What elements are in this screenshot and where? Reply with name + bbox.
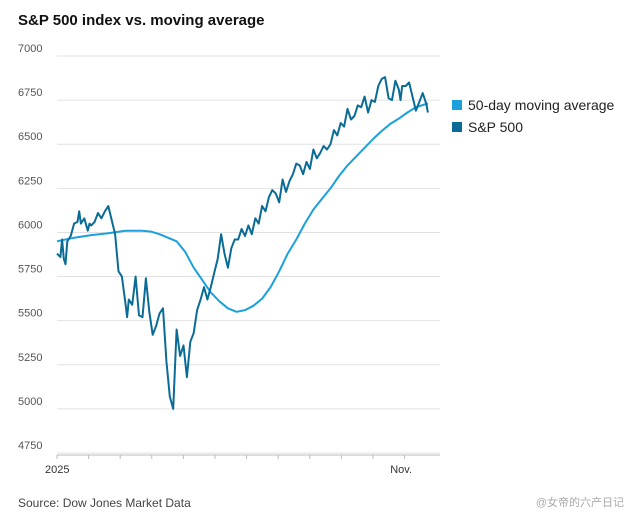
y-tick-label: 6000 [18,219,42,231]
x-axis: 2025 Nov. [45,454,440,476]
source-note: Source: Dow Jones Market Data [18,496,191,510]
y-tick-label: 5000 [18,396,42,408]
x-tick-label: 2025 [45,464,69,476]
gridlines [57,55,440,454]
legend-item-sp500: S&P 500 [452,116,614,138]
y-tick-label: 6750 [18,87,42,99]
y-axis-ticks: 4750 5000 5250 5500 5750 6000 6250 6500 6750 7000 [18,43,42,452]
sp500-line [56,76,429,410]
y-tick-label: 5750 [18,264,42,276]
chart-title: S&P 500 index vs. moving average [18,12,265,29]
legend: 50-day moving average S&P 500 [452,94,614,138]
y-tick-label: 6500 [18,131,42,143]
legend-swatch-sp500 [452,122,462,132]
x-tick-label: Nov. [390,464,412,476]
watermark: @女帝的六产日记 [535,497,624,509]
moving-average-line [56,102,429,313]
legend-label-sp500: S&P 500 [468,119,524,135]
legend-item-moving-average: 50-day moving average [452,94,614,116]
legend-label-moving-average: 50-day moving average [468,97,615,113]
y-tick-label: 5500 [18,308,42,320]
y-tick-label: 7000 [18,43,42,55]
y-tick-label: 6250 [18,175,42,187]
series-lines [56,76,429,410]
y-tick-label: 4750 [18,440,42,452]
y-tick-label: 5250 [18,352,42,364]
legend-swatch-moving-average [452,100,462,110]
